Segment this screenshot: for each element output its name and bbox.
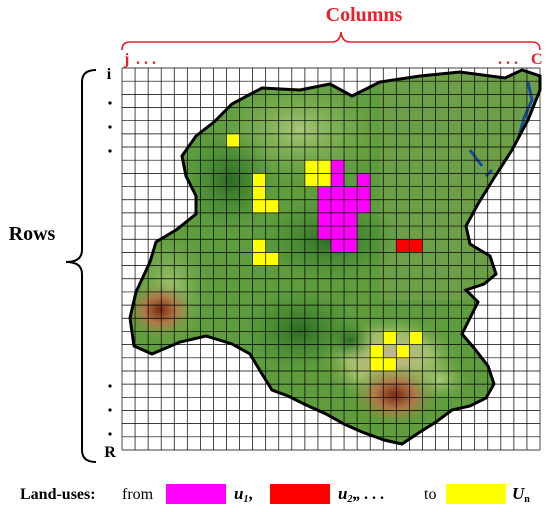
column-end-label: C (531, 51, 543, 68)
land-use-cell-un (265, 199, 279, 213)
land-use-cell-u1 (317, 186, 331, 200)
land-use-cell-un (226, 133, 240, 148)
terrain-map (128, 68, 542, 446)
row-start-label: i (107, 66, 112, 83)
land-use-cell-un (396, 344, 410, 358)
row-end-dots (108, 384, 112, 436)
land-use-cell-u1 (357, 199, 371, 213)
columns-title: Columns (326, 4, 403, 26)
land-use-cell-un (383, 357, 397, 371)
land-use-cell-u1 (331, 239, 345, 253)
land-use-cell-u1 (357, 186, 371, 200)
land-use-cell-un (265, 252, 279, 266)
land-use-cell-un (383, 331, 397, 345)
land-use-cell-un (252, 239, 266, 253)
land-use-cell-u1 (331, 186, 345, 200)
land-use-cell-u1 (317, 226, 331, 240)
land-use-cell-u1 (331, 160, 345, 174)
land-use-cell-un (370, 357, 384, 371)
column-end-dots: . . . (498, 51, 518, 68)
column-start-label: j (123, 51, 129, 68)
legend-swatch-u2 (270, 484, 330, 504)
column-start-dots: . . . (136, 51, 156, 68)
rows-brace (65, 69, 97, 463)
land-use-cell-u1 (344, 226, 358, 240)
legend-symbol-u2: u2, (338, 484, 357, 505)
legend-symbol-un: Un (512, 484, 530, 505)
legend-ellipsis: , . . . (356, 486, 384, 503)
land-use-cell-u1 (344, 199, 358, 213)
raster-grid (121, 67, 541, 451)
legend-swatch-u1 (166, 484, 226, 504)
land-use-cell-u1 (317, 199, 331, 213)
land-use-cell-un (409, 331, 423, 345)
legend-to-word: to (424, 486, 436, 503)
land-use-cell-un (370, 344, 384, 358)
land-use-cell-un (252, 199, 266, 213)
rows-title: Rows (9, 223, 56, 245)
land-use-cell-un (304, 160, 318, 174)
legend-symbol-u1: u1, (234, 484, 253, 505)
land-use-cell-un (317, 173, 331, 187)
land-use-cell-u1 (357, 173, 371, 187)
land-use-cell-un (317, 160, 331, 174)
land-use-cell-u1 (317, 212, 331, 227)
land-use-cell-un (252, 186, 266, 200)
land-use-cell-u2 (409, 239, 423, 253)
grid-lines (121, 67, 541, 451)
land-use-cell-u1 (344, 212, 358, 227)
columns-brace (121, 31, 541, 51)
land-use-cell-u1 (344, 186, 358, 200)
land-use-cell-un (252, 173, 266, 187)
land-use-cells (226, 133, 423, 371)
land-use-cell-u1 (331, 212, 345, 227)
row-end-label: R (104, 444, 116, 461)
land-use-cell-u1 (331, 173, 345, 187)
row-start-dots (108, 101, 112, 153)
legend: Land-uses: from u1, u2, , . . . to Un (20, 484, 530, 505)
land-use-cell-un (304, 173, 318, 187)
land-use-cell-u2 (396, 239, 410, 253)
land-use-cell-u1 (331, 199, 345, 213)
legend-prefix: Land-uses: (20, 486, 96, 503)
land-use-cell-u1 (344, 239, 358, 253)
legend-from-word: from (122, 486, 154, 503)
land-use-cell-un (252, 252, 266, 266)
land-use-cell-u1 (331, 226, 345, 240)
legend-swatch-un (446, 484, 506, 504)
